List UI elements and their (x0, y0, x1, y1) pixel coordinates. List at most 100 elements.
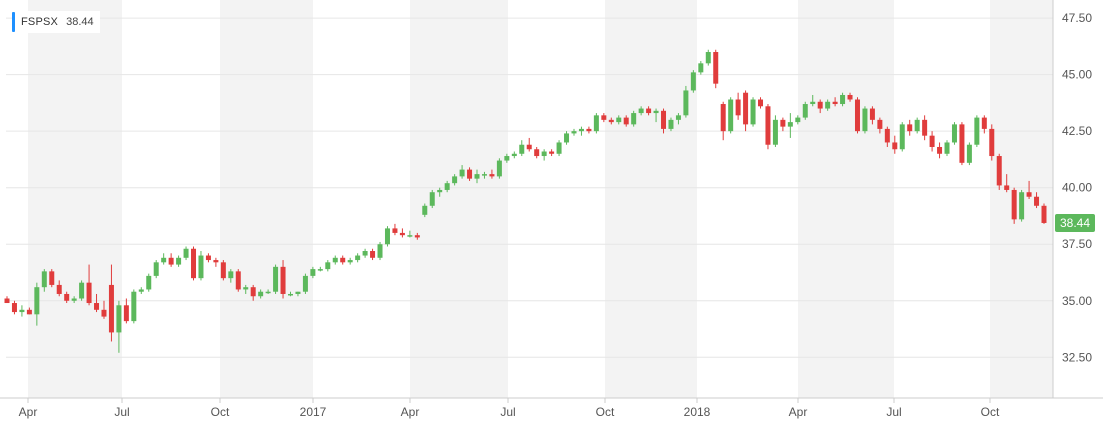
candle[interactable] (467, 167, 473, 181)
candle[interactable] (41, 269, 47, 292)
candle[interactable] (153, 260, 159, 279)
candle[interactable] (56, 280, 62, 297)
candle[interactable] (593, 113, 599, 134)
candle[interactable] (474, 169, 480, 184)
candle[interactable] (4, 296, 10, 304)
candle[interactable] (907, 119, 913, 136)
candle[interactable] (11, 300, 17, 315)
candle[interactable] (504, 153, 510, 163)
candle[interactable] (34, 282, 40, 326)
candle[interactable] (235, 269, 241, 292)
candle[interactable] (690, 70, 696, 93)
candle[interactable] (64, 291, 70, 304)
candle[interactable] (1004, 174, 1010, 193)
candle[interactable] (347, 257, 353, 265)
candle[interactable] (108, 264, 114, 342)
candle[interactable] (668, 117, 674, 132)
candle[interactable] (228, 269, 234, 283)
candle[interactable] (914, 117, 920, 134)
candle[interactable] (220, 260, 226, 281)
candle[interactable] (519, 140, 525, 157)
candle[interactable] (258, 289, 264, 299)
candle[interactable] (287, 291, 293, 297)
candle[interactable] (743, 90, 749, 132)
candle[interactable] (325, 260, 331, 272)
candle[interactable] (728, 97, 734, 134)
candle[interactable] (86, 264, 92, 306)
candle[interactable] (340, 255, 346, 265)
candle[interactable] (168, 253, 174, 267)
candle[interactable] (123, 298, 129, 324)
candle[interactable] (191, 246, 197, 281)
candle[interactable] (720, 101, 726, 141)
candle[interactable] (1026, 180, 1032, 199)
candle[interactable] (146, 273, 152, 292)
candle[interactable] (310, 266, 316, 279)
candle[interactable] (854, 97, 860, 134)
candle[interactable] (362, 248, 368, 258)
candle[interactable] (638, 106, 644, 116)
candle[interactable] (675, 113, 681, 125)
candle[interactable] (302, 273, 308, 294)
legend[interactable]: FSPSX 38.44 (12, 11, 100, 33)
candle[interactable] (713, 49, 719, 89)
candle[interactable] (825, 99, 831, 111)
candle[interactable] (526, 137, 532, 152)
candle[interactable] (869, 106, 875, 125)
candle[interactable] (19, 305, 25, 317)
candle[interactable] (564, 131, 570, 145)
candle[interactable] (646, 106, 652, 116)
candle[interactable] (317, 266, 323, 272)
candle[interactable] (71, 296, 77, 304)
candle[interactable] (601, 113, 607, 123)
candle[interactable] (481, 171, 487, 179)
candle[interactable] (49, 269, 55, 288)
candle[interactable] (616, 115, 622, 125)
candle[interactable] (996, 153, 1002, 190)
candle[interactable] (899, 122, 905, 152)
candle[interactable] (959, 122, 965, 166)
candle[interactable] (795, 115, 801, 125)
candle[interactable] (929, 131, 935, 152)
candle[interactable] (496, 158, 502, 179)
candle[interactable] (944, 140, 950, 157)
candle[interactable] (937, 142, 943, 159)
candle[interactable] (407, 230, 413, 238)
candle[interactable] (1011, 187, 1017, 224)
candle[interactable] (377, 241, 383, 261)
candle[interactable] (26, 307, 32, 315)
candle[interactable] (452, 174, 458, 186)
candle[interactable] (489, 169, 495, 179)
candle[interactable] (79, 280, 85, 301)
candle[interactable] (243, 284, 249, 294)
candle[interactable] (892, 135, 898, 154)
candle[interactable] (399, 228, 405, 238)
candle[interactable] (981, 115, 987, 134)
candle[interactable] (355, 253, 361, 263)
candle[interactable] (847, 92, 853, 102)
candle[interactable] (951, 122, 957, 145)
candle[interactable] (974, 115, 980, 147)
candle[interactable] (101, 300, 107, 319)
candle[interactable] (205, 253, 211, 263)
candle[interactable] (802, 101, 808, 120)
candle[interactable] (750, 97, 756, 127)
candle[interactable] (758, 97, 764, 109)
candle[interactable] (571, 128, 577, 136)
candle[interactable] (623, 115, 629, 127)
candle[interactable] (608, 117, 614, 125)
candle[interactable] (94, 293, 100, 313)
candle[interactable] (392, 223, 398, 236)
candle[interactable] (444, 180, 450, 193)
candle[interactable] (280, 260, 286, 299)
candle[interactable] (1019, 189, 1025, 222)
candle[interactable] (370, 248, 376, 261)
candle[interactable] (832, 97, 838, 107)
candle[interactable] (698, 61, 704, 75)
candle[interactable] (511, 151, 517, 159)
candle[interactable] (705, 49, 711, 66)
candle[interactable] (661, 108, 667, 134)
candle[interactable] (534, 146, 540, 159)
candle[interactable] (437, 187, 443, 197)
candle[interactable] (541, 149, 547, 161)
